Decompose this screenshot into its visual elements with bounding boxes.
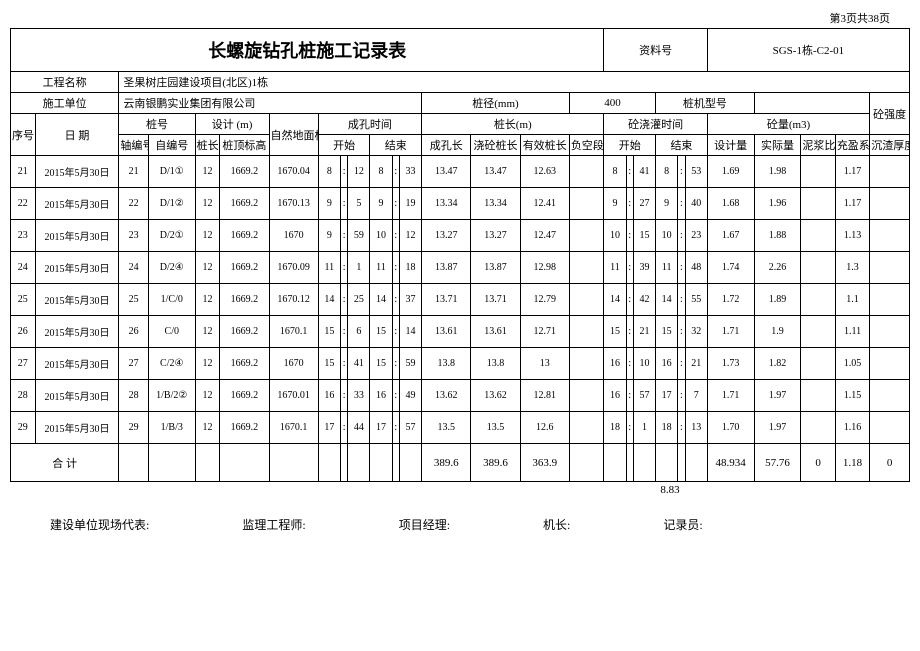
hdr-fill: 充盈系数 [835, 135, 869, 156]
hdr-concrete-time: 砼浇灌时间 [604, 114, 707, 135]
hdr-seq: 序号 [11, 114, 36, 156]
table-row: 272015年5月30日27C/2④121669.2167015:4115:59… [11, 348, 910, 380]
pile-diameter: 400 [569, 93, 655, 114]
hdr-self: 自编号 [148, 135, 195, 156]
hdr-sed: 沉渣厚度(m) [870, 135, 910, 156]
hdr-design: 设计 (m) [195, 114, 269, 135]
total-pour: 389.6 [471, 444, 520, 482]
footer-rep: 建设单位现场代表: [50, 516, 149, 533]
table-row: 252015年5月30日251/C/0121669.21670.1214:251… [11, 284, 910, 316]
hdr-pour-len: 浇砼桩长 [471, 135, 520, 156]
hdr-hole-len: 成孔长 [422, 135, 471, 156]
hdr-ptop: 桩顶标高 [220, 135, 269, 156]
total-fill: 1.18 [835, 444, 869, 482]
footer: 建设单位现场代表: 监理工程师: 项目经理: 机长: 记录员: [10, 516, 910, 533]
table-row: 282015年5月30日281/B/2②121669.21670.0116:33… [11, 380, 910, 412]
table-row: 292015年5月30日291/B/3121669.21670.117:4417… [11, 412, 910, 444]
hdr-pile-length: 桩长(m) [422, 114, 604, 135]
table-row: 242015年5月30日24D/2④121669.21670.0911:111:… [11, 252, 910, 284]
table-row: 222015年5月30日22D/1②121669.21670.139:59:19… [11, 188, 910, 220]
hdr-end2: 结束 [656, 135, 708, 156]
pile-machine-label: 桩机型号 [656, 93, 754, 114]
pile-machine [754, 93, 870, 114]
extra-number: 8.83 [10, 484, 910, 496]
table-row: 262015年5月30日26C/0121669.21670.115:615:14… [11, 316, 910, 348]
page-number: 第3页共38页 [10, 10, 910, 26]
total-dvol: 48.934 [707, 444, 754, 482]
total-hole: 389.6 [422, 444, 471, 482]
project-name: 圣果树庄园建设项目(北区)1栋 [119, 72, 910, 93]
hdr-concrete-vol: 砼量(m3) [707, 114, 870, 135]
hdr-start2: 开始 [604, 135, 656, 156]
total-avol: 57.76 [754, 444, 801, 482]
hdr-ground: 自然地面标高(m) [269, 114, 318, 156]
table-row: 232015年5月30日23D/2①121669.216709:5910:121… [11, 220, 910, 252]
footer-operator: 机长: [543, 516, 570, 533]
doc-label: 资料号 [604, 29, 707, 72]
hdr-start1: 开始 [318, 135, 370, 156]
total-sed: 0 [870, 444, 910, 482]
total-eff: 363.9 [520, 444, 569, 482]
total-mud: 0 [801, 444, 835, 482]
hdr-axis: 轴编号 [119, 135, 149, 156]
hdr-pile-no: 桩号 [119, 114, 195, 135]
construction-unit-label: 施工单位 [11, 93, 119, 114]
project-name-label: 工程名称 [11, 72, 119, 93]
hdr-dvol: 设计量 [707, 135, 754, 156]
hdr-mud: 泥浆比重 [801, 135, 835, 156]
doc-title: 长螺旋钻孔桩施工记录表 [11, 29, 604, 72]
construction-unit: 云南银鹏实业集团有限公司 [119, 93, 422, 114]
hdr-avol: 实际量 [754, 135, 801, 156]
hdr-neg-seg: 负空段 [569, 135, 604, 156]
hdr-end1: 结束 [370, 135, 422, 156]
hdr-eff-len: 有效桩长 [520, 135, 569, 156]
hdr-date: 日 期 [35, 114, 119, 156]
main-table: 长螺旋钻孔桩施工记录表 资料号 SGS-1栋-C2-01 工程名称 圣果树庄园建… [10, 28, 910, 482]
footer-manager: 项目经理: [399, 516, 450, 533]
footer-supervisor: 监理工程师: [242, 516, 305, 533]
strength-label: 砼强度 [870, 93, 910, 135]
pile-diameter-label: 桩径(mm) [422, 93, 570, 114]
doc-number: SGS-1栋-C2-01 [707, 29, 909, 72]
total-label: 合 计 [11, 444, 119, 482]
table-row: 212015年5月30日21D/1①121669.21670.048:128:3… [11, 156, 910, 188]
hdr-plen: 桩长 [195, 135, 220, 156]
footer-recorder: 记录员: [663, 516, 702, 533]
hdr-hole-time: 成孔时间 [318, 114, 421, 135]
